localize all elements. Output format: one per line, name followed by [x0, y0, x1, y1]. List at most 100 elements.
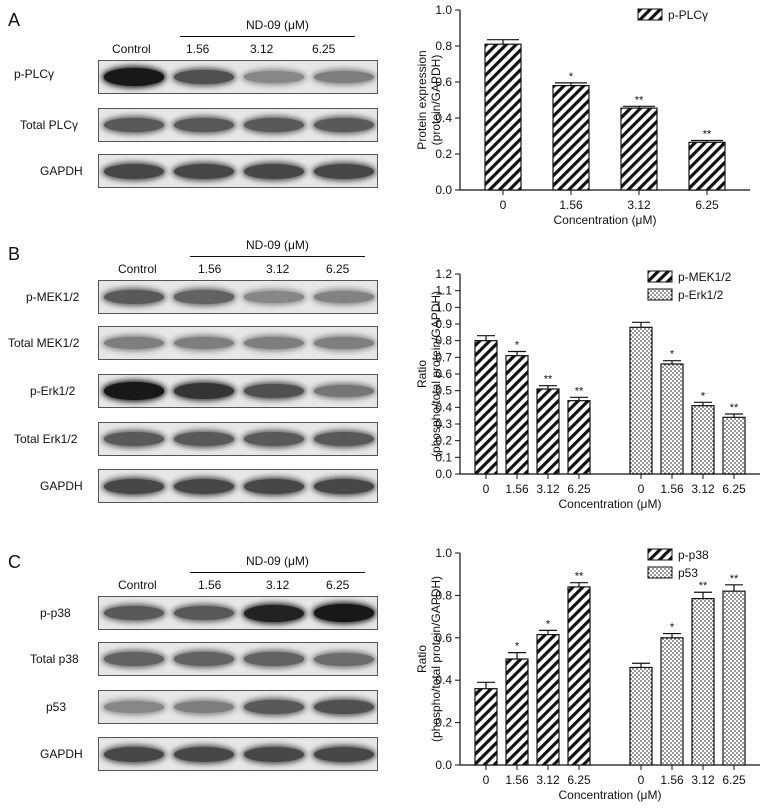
blot-label: GAPDH — [40, 747, 83, 761]
western-blot-strip — [98, 108, 378, 142]
blot-label: p-p38 — [40, 606, 71, 620]
significance-mark: ** — [730, 573, 739, 585]
significance-mark: ** — [575, 385, 584, 397]
x-tick-label: 0 — [638, 482, 645, 496]
x-tick-label: 3.12 — [691, 482, 715, 496]
y-tick-label: 0.6 — [435, 75, 452, 89]
significance-mark: * — [670, 622, 675, 634]
bar — [722, 590, 746, 766]
blot-band — [174, 478, 234, 494]
significance-mark: ** — [575, 571, 584, 583]
blot-band — [314, 699, 374, 715]
lane-label: 1.56 — [198, 262, 222, 276]
blot-band — [244, 652, 304, 666]
y-tick-label: 1.0 — [435, 3, 452, 17]
blot-band — [104, 606, 164, 620]
bar — [722, 416, 746, 475]
legend-label: p-p38 — [678, 548, 709, 562]
blot-band — [104, 701, 164, 713]
blot-band — [104, 432, 164, 446]
significance-mark: * — [515, 641, 520, 653]
blot-band — [244, 337, 304, 349]
bar — [691, 405, 715, 475]
treatment-rule — [190, 572, 365, 573]
y-tick-label: 0.6 — [435, 631, 452, 645]
blot-band — [244, 700, 304, 714]
lane-label: 6.25 — [326, 578, 350, 592]
x-tick-label: 3.12 — [536, 773, 560, 787]
x-tick-label: 1.56 — [505, 773, 529, 787]
y-tick-label: 0.0 — [435, 183, 452, 197]
bar — [536, 388, 560, 475]
x-tick-label: 6.25 — [567, 773, 591, 787]
y-tick-label: 0.2 — [435, 434, 452, 448]
blot-label: p-Erk1/2 — [30, 384, 76, 398]
western-blot-strip — [98, 374, 378, 408]
y-tick-label: 0.7 — [435, 350, 452, 364]
blot-band — [244, 71, 304, 83]
blot-label: p53 — [46, 700, 67, 714]
x-tick-label: 0 — [483, 773, 490, 787]
lane-label: 3.12 — [266, 262, 290, 276]
lane-label: Control — [118, 262, 157, 276]
lane-label: Control — [112, 42, 151, 56]
bar — [629, 666, 653, 766]
bar — [567, 586, 591, 766]
bar — [688, 141, 726, 191]
bar-chart-plc: 0.0 0.2 0.4 0.6 0.8 1.0 Protein expression (pro… — [415, 3, 750, 227]
bar — [552, 84, 590, 191]
blot-band — [244, 118, 304, 132]
panel-letter-c: C — [8, 552, 21, 572]
y-tick-label: 0.3 — [435, 417, 452, 431]
x-tick-label: 3.12 — [536, 482, 560, 496]
y-tick-label: 0.0 — [435, 467, 452, 481]
bar — [691, 597, 715, 766]
bar — [536, 634, 560, 766]
significance-mark: * — [515, 340, 520, 352]
y-tick-label: 0.5 — [435, 384, 452, 398]
legend-label: p53 — [678, 566, 698, 580]
significance-mark: * — [546, 618, 551, 630]
blot-band — [174, 290, 234, 304]
blot-band — [174, 606, 234, 620]
legend-label: p-Erk1/2 — [678, 288, 724, 302]
y-tick-label: 0.1 — [435, 450, 452, 464]
blot-band — [174, 701, 234, 713]
significance-mark: ** — [730, 402, 739, 414]
legend-swatch — [637, 8, 663, 21]
legend-swatch — [647, 288, 673, 301]
y-axis-label: Ratio — [415, 645, 429, 673]
blot-band — [104, 652, 164, 666]
blot-label: GAPDH — [40, 164, 83, 178]
y-axis-label: (protein/GAPDH) — [429, 55, 443, 146]
western-blot-strip — [98, 280, 378, 314]
x-tick-label: 3.12 — [627, 198, 651, 212]
blot-band — [314, 163, 374, 179]
treatment-rule — [190, 256, 365, 257]
significance-mark: * — [701, 390, 706, 402]
bar — [567, 400, 591, 475]
x-axis-label: Concentration (μM) — [554, 213, 657, 227]
blot-band — [104, 746, 164, 762]
bar — [660, 637, 684, 766]
panel-letter-a: A — [8, 10, 21, 30]
western-blot-strip — [98, 596, 378, 630]
legend-swatch — [647, 548, 673, 561]
lane-label: 3.12 — [250, 42, 274, 56]
blot-band — [314, 118, 374, 132]
blot-band — [314, 291, 374, 303]
blot-band — [174, 69, 234, 85]
blot-band — [314, 652, 374, 666]
significance-mark: ** — [635, 94, 644, 106]
treatment-header: ND-09 (μM) — [246, 238, 309, 252]
blot-band — [104, 118, 164, 132]
bar — [484, 43, 522, 191]
y-tick-label: 0.8 — [435, 588, 452, 602]
bar — [505, 658, 529, 766]
y-tick-label: 0.8 — [435, 39, 452, 53]
x-axis-label: Concentration (μM) — [559, 497, 662, 511]
y-tick-label: 1.2 — [435, 267, 452, 281]
blot-band — [104, 290, 164, 304]
x-tick-label: 3.12 — [691, 773, 715, 787]
blot-band — [104, 163, 164, 179]
